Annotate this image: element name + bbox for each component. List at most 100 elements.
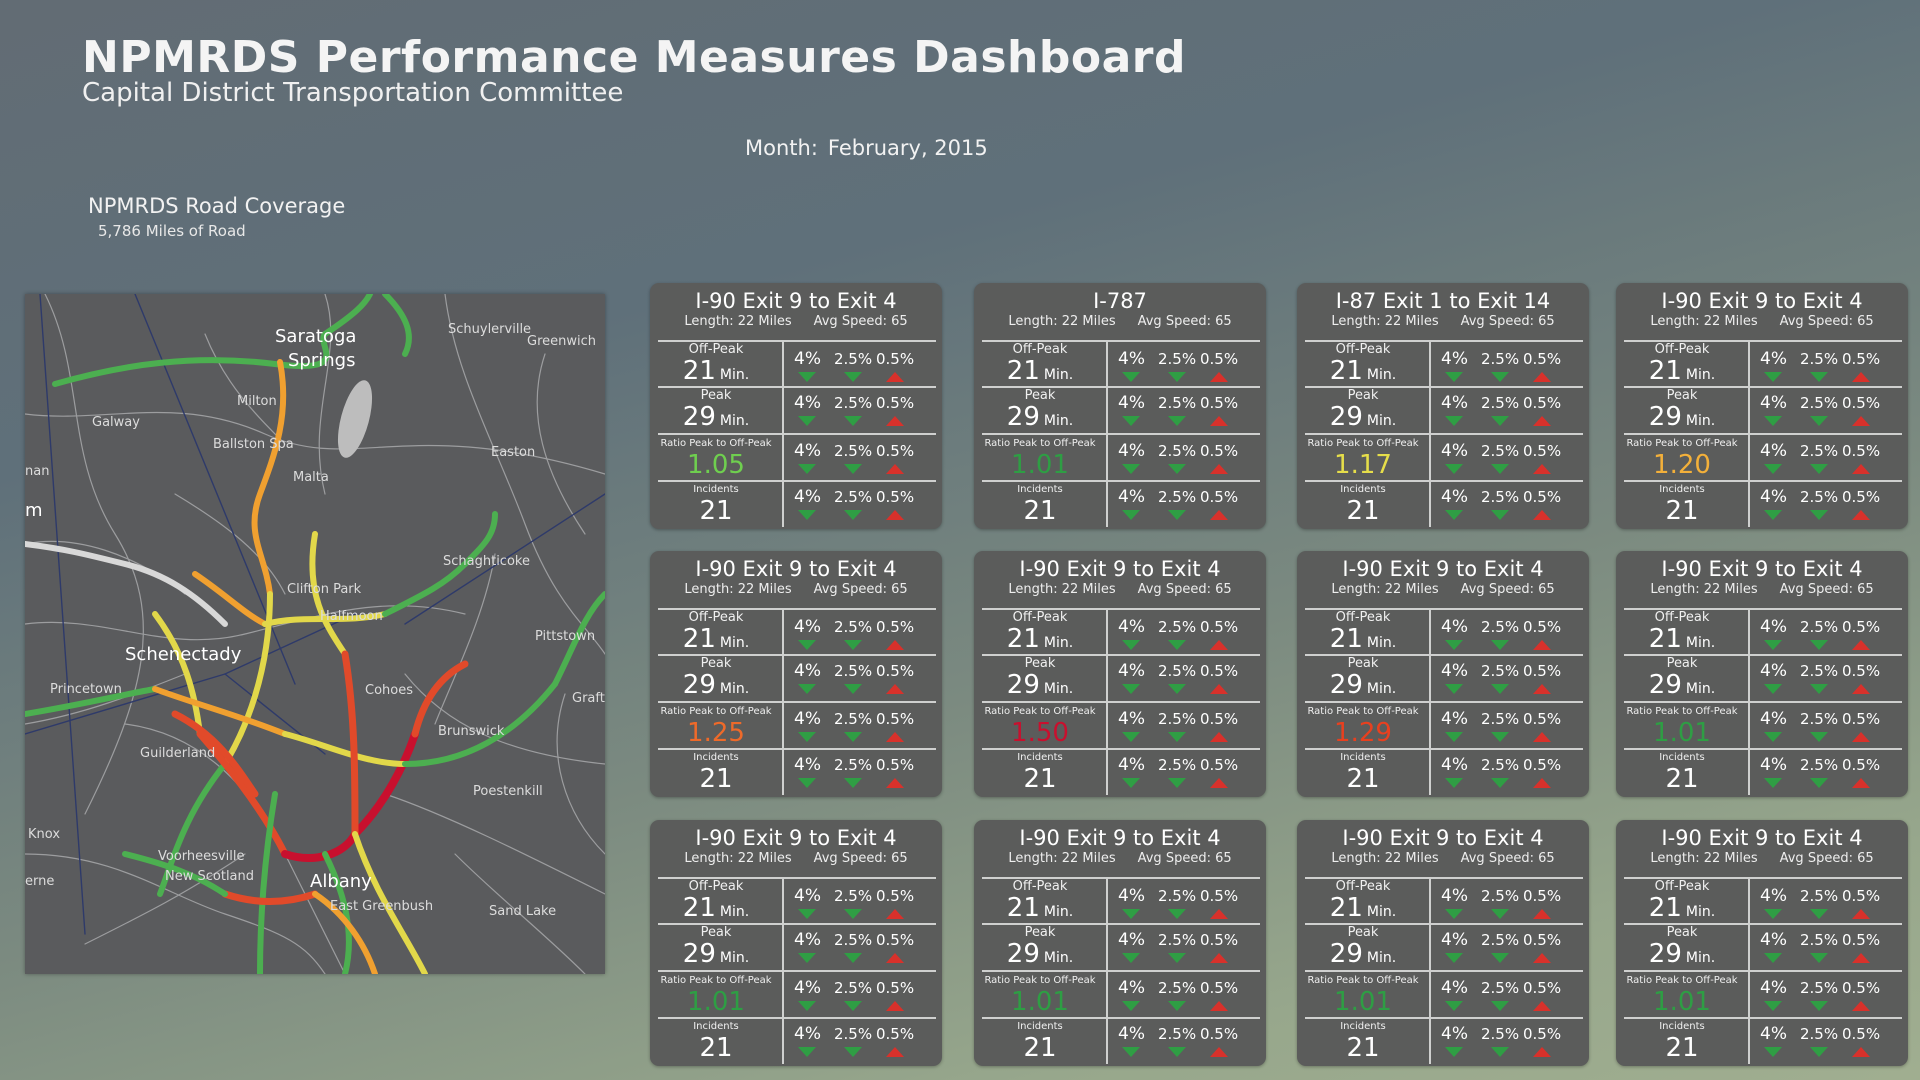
trend-indicator: 0.5% bbox=[876, 932, 914, 967]
card-title: I-90 Exit 9 to Exit 4 bbox=[1019, 826, 1221, 850]
peak-label: Peak bbox=[1024, 388, 1056, 403]
up-arrow-icon bbox=[886, 640, 905, 650]
corridor-card[interactable]: I-90 Exit 9 to Exit 4 Length: 22 Miles Av… bbox=[1297, 820, 1589, 1066]
down-arrow-icon bbox=[1168, 778, 1187, 788]
corridor-card[interactable]: I-90 Exit 9 to Exit 4 Length: 22 Miles Av… bbox=[1616, 820, 1908, 1066]
month-selector[interactable]: Month: February, 2015 bbox=[745, 136, 988, 160]
offpeak-label: Off-Peak bbox=[1654, 610, 1710, 625]
card-speed: Avg Speed: 65 bbox=[1779, 582, 1874, 597]
ratio-value: 1.20 bbox=[1653, 450, 1711, 480]
up-arrow-icon bbox=[1533, 1001, 1552, 1011]
trend-percent: 4% bbox=[1760, 1024, 1787, 1044]
trend-indicator: 0.5% bbox=[876, 395, 914, 430]
peak-minutes: 29 bbox=[1006, 939, 1040, 969]
ratio-label: Ratio Peak to Off-Peak bbox=[1307, 706, 1419, 717]
trend-percent: 2.5% bbox=[1158, 488, 1197, 506]
ratio-cell: Ratio Peak to Off-Peak 1.25 bbox=[650, 705, 782, 747]
trend-percent: 4% bbox=[1441, 755, 1468, 775]
trend-percent: 4% bbox=[1118, 930, 1145, 950]
trend-percent: 4% bbox=[1441, 349, 1468, 369]
ratio-value: 1.01 bbox=[1653, 987, 1711, 1017]
trend-percent: 0.5% bbox=[1523, 1025, 1562, 1043]
card-length: Length: 22 Miles bbox=[1650, 582, 1758, 597]
corridor-card[interactable]: I-90 Exit 9 to Exit 4 Length: 22 Miles Av… bbox=[974, 820, 1266, 1066]
up-arrow-icon bbox=[1210, 416, 1229, 426]
trend-indicator: 0.5% bbox=[1200, 395, 1238, 430]
road-coverage-map[interactable]: Saratoga Springs Schuylerville Greenwich Mil… bbox=[25, 294, 605, 974]
trend-indicator: 4% bbox=[1760, 711, 1787, 746]
map-label: Albany bbox=[310, 871, 372, 892]
highway-segment bbox=[152, 686, 288, 737]
down-arrow-icon bbox=[798, 372, 817, 382]
down-arrow-icon bbox=[1764, 416, 1783, 426]
corridor-card[interactable]: I-90 Exit 9 to Exit 4 Length: 22 Miles Av… bbox=[1616, 283, 1908, 529]
up-arrow-icon bbox=[1533, 778, 1552, 788]
offpeak-label: Off-Peak bbox=[1335, 879, 1391, 894]
trend-percent: 4% bbox=[1118, 661, 1145, 681]
corridor-card[interactable]: I-90 Exit 9 to Exit 4 Length: 22 Miles Av… bbox=[650, 551, 942, 797]
down-arrow-icon bbox=[1764, 684, 1783, 694]
card-header: I-90 Exit 9 to Exit 4 Length: 22 Miles Av… bbox=[974, 826, 1266, 866]
card-title: I-90 Exit 9 to Exit 4 bbox=[1661, 557, 1863, 581]
trend-indicator: 4% bbox=[794, 395, 821, 430]
county-boundary bbox=[224, 613, 356, 675]
coverage-title: NPMRDS Road Coverage bbox=[88, 194, 346, 218]
local-road bbox=[25, 853, 326, 974]
down-arrow-icon bbox=[1168, 1001, 1187, 1011]
divider bbox=[982, 340, 1260, 342]
trend-percent: 2.5% bbox=[1481, 931, 1520, 949]
divider bbox=[1429, 878, 1431, 1064]
divider bbox=[982, 748, 1260, 750]
divider bbox=[1624, 433, 1902, 435]
divider bbox=[1429, 609, 1431, 795]
trend-indicator: 4% bbox=[1118, 443, 1145, 478]
trend-percent: 4% bbox=[1760, 487, 1787, 507]
up-arrow-icon bbox=[886, 909, 905, 919]
trend-percent: 0.5% bbox=[1200, 394, 1239, 412]
map-label: Princetown bbox=[50, 682, 122, 697]
trend-indicator: 4% bbox=[1760, 351, 1787, 386]
peak-label: Peak bbox=[1347, 388, 1379, 403]
up-arrow-icon bbox=[886, 778, 905, 788]
corridor-card[interactable]: I-90 Exit 9 to Exit 4 Length: 22 Miles Av… bbox=[1616, 551, 1908, 797]
corridor-card[interactable]: I-90 Exit 9 to Exit 4 Length: 22 Miles Av… bbox=[650, 283, 942, 529]
peak-value: 29 Min. bbox=[1616, 940, 1748, 972]
card-length: Length: 22 Miles bbox=[1650, 851, 1758, 866]
trend-percent: 0.5% bbox=[1200, 756, 1239, 774]
offpeak-minutes: 21 bbox=[1006, 356, 1040, 386]
unit-label: Min. bbox=[1043, 367, 1074, 383]
trend-percent: 0.5% bbox=[1842, 887, 1881, 905]
trend-percent: 2.5% bbox=[834, 350, 873, 368]
corridor-card[interactable]: I-787 Length: 22 Miles Avg Speed: 65 Off-… bbox=[974, 283, 1266, 529]
unit-label: Min. bbox=[1685, 635, 1716, 651]
highway-segment bbox=[257, 791, 278, 974]
trend-percent: 4% bbox=[1441, 617, 1468, 637]
trend-indicator: 2.5% bbox=[1158, 711, 1196, 746]
down-arrow-icon bbox=[1810, 464, 1829, 474]
map-label: Cohoes bbox=[365, 683, 413, 698]
peak-minutes: 29 bbox=[1329, 402, 1363, 432]
trend-percent: 4% bbox=[1760, 886, 1787, 906]
trend-indicator: 2.5% bbox=[1158, 443, 1196, 478]
trend-indicator: 2.5% bbox=[1800, 757, 1838, 792]
card-length: Length: 22 Miles bbox=[1008, 582, 1116, 597]
trend-indicator: 0.5% bbox=[1200, 619, 1238, 654]
divider bbox=[658, 1017, 936, 1019]
peak-value: 29 Min. bbox=[1616, 671, 1748, 703]
unit-label: Min. bbox=[1366, 413, 1397, 429]
corridor-card[interactable]: I-90 Exit 9 to Exit 4 Length: 22 Miles Av… bbox=[1297, 551, 1589, 797]
offpeak-minutes: 21 bbox=[1006, 624, 1040, 654]
trend-percent: 0.5% bbox=[1200, 350, 1239, 368]
down-arrow-icon bbox=[1122, 778, 1141, 788]
divider bbox=[1305, 386, 1583, 388]
corridor-card[interactable]: I-87 Exit 1 to Exit 14 Length: 22 Miles A… bbox=[1297, 283, 1589, 529]
up-arrow-icon bbox=[1533, 464, 1552, 474]
corridor-card[interactable]: I-90 Exit 9 to Exit 4 Length: 22 Miles Av… bbox=[650, 820, 942, 1066]
up-arrow-icon bbox=[1210, 1001, 1229, 1011]
divider bbox=[658, 748, 936, 750]
unit-label: Min. bbox=[1366, 950, 1397, 966]
corridor-card[interactable]: I-90 Exit 9 to Exit 4 Length: 22 Miles Av… bbox=[974, 551, 1266, 797]
trend-indicator: 2.5% bbox=[1158, 757, 1196, 792]
trend-percent: 0.5% bbox=[876, 394, 915, 412]
highway-segment bbox=[152, 611, 203, 737]
